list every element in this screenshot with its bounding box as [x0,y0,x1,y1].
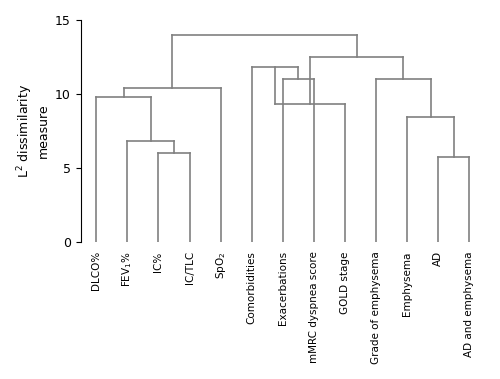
Y-axis label: L$^2$ dissimilarity
measure: L$^2$ dissimilarity measure [15,84,50,178]
